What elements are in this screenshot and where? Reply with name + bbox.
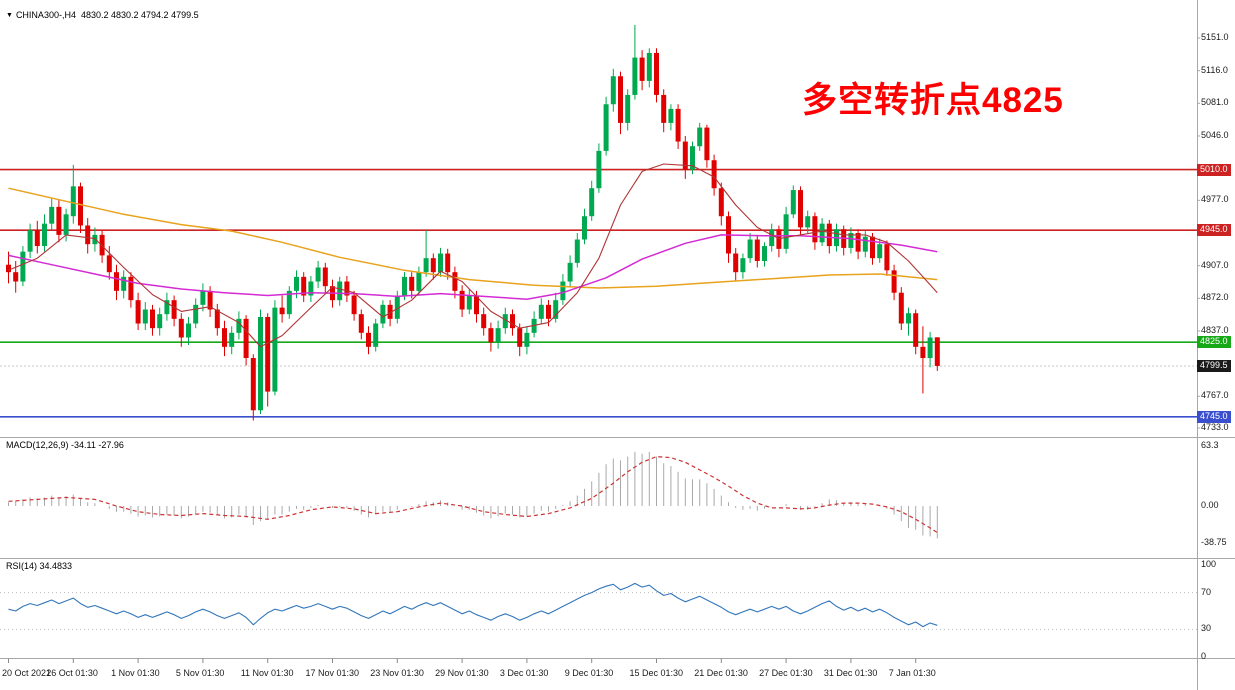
current-price-badge: 4799.5 [1197,359,1231,372]
time-axis-label: 7 Jan 01:30 [888,668,936,678]
time-axis-label: 31 Dec 01:30 [823,668,878,678]
time-axis-label: 29 Nov 01:30 [435,668,489,678]
price-axis[interactable]: 5151.0 5116.0 5081.0 5046.0 4977.0 4907.0 4872… [1197,0,1235,690]
rsi-axis-label: 30 [1201,623,1212,634]
rsi-layer [0,582,1197,630]
axis-label: 5151.0 [1201,32,1229,42]
time-axis-label: 20 Oct 2021 [2,668,52,678]
axis-label: 4767.0 [1201,390,1229,401]
axis-label: 4733.0 [1201,421,1229,432]
ohlc-values: 4830.2 4830.2 4794.2 4799.5 [80,10,199,20]
time-axis-label: 17 Nov 01:30 [305,668,360,678]
level-price-badge: 5010.0 [1197,163,1231,176]
axis-label: 5116.0 [1201,64,1228,75]
time-axis-label: 27 Dec 01:30 [759,668,813,678]
candles-layer [6,24,940,421]
rsi-axis-label: 100 [1201,559,1217,569]
level-price-badge: 4745.0 [1197,410,1231,423]
macd-axis-label: -38.75 [1201,536,1227,547]
axis-label: 4907.0 [1201,259,1229,270]
axis-label: 4872.0 [1201,292,1229,303]
axis-label: 5081.0 [1201,97,1229,108]
horizontal-lines-layer[interactable] [0,168,1197,418]
time-axis-label: 15 Dec 01:30 [629,668,684,678]
moving-averages-layer [8,163,938,348]
trend-annotation: 多空转折点4825 [802,81,1064,120]
time-axis-label: 5 Nov 01:30 [175,668,225,678]
time-axis-label: 23 Nov 01:30 [370,668,424,678]
macd-layer [8,451,938,539]
rsi-axis-label: 0 [1201,651,1207,661]
level-price-badge: 4825.0 [1197,336,1231,349]
macd-axis-label: 0.00 [1201,500,1219,510]
time-axis-label: 3 Dec 01:30 [499,668,549,678]
time-axis[interactable]: 20 Oct 2021 26 Oct 01:30 1 Nov 01:30 5 Nov … [0,659,1197,690]
rsi-axis-label: 70 [1201,586,1212,597]
time-axis-label: 11 Nov 01:30 [240,668,294,678]
axis-label: 4977.0 [1201,194,1229,205]
time-axis-label: 9 Dec 01:30 [564,668,614,678]
time-axis-label: 26 Oct 01:30 [46,668,98,678]
level-price-badge: 4945.0 [1197,224,1231,237]
axis-label: 5046.0 [1201,129,1229,140]
macd-indicator-label: MACD(12,26,9) -34.11 -27.96 [6,440,124,450]
time-axis-label: 1 Nov 01:30 [111,668,160,678]
symbol-name: CHINA300-,H4 [15,10,76,20]
symbol-ohlc-header: ▼ CHINA300-,H4 4830.2 4830.2 4794.2 4799.… [6,10,199,20]
macd-axis-label: 63.3 [1201,439,1219,450]
time-axis-label: 21 Dec 01:30 [694,668,748,678]
rsi-indicator-label: RSI(14) 34.4833 [6,561,73,571]
expand-arrow-icon[interactable]: ▼ [6,12,13,19]
axis-label: 4837.0 [1201,324,1229,335]
time-ticks-layer [8,658,917,663]
